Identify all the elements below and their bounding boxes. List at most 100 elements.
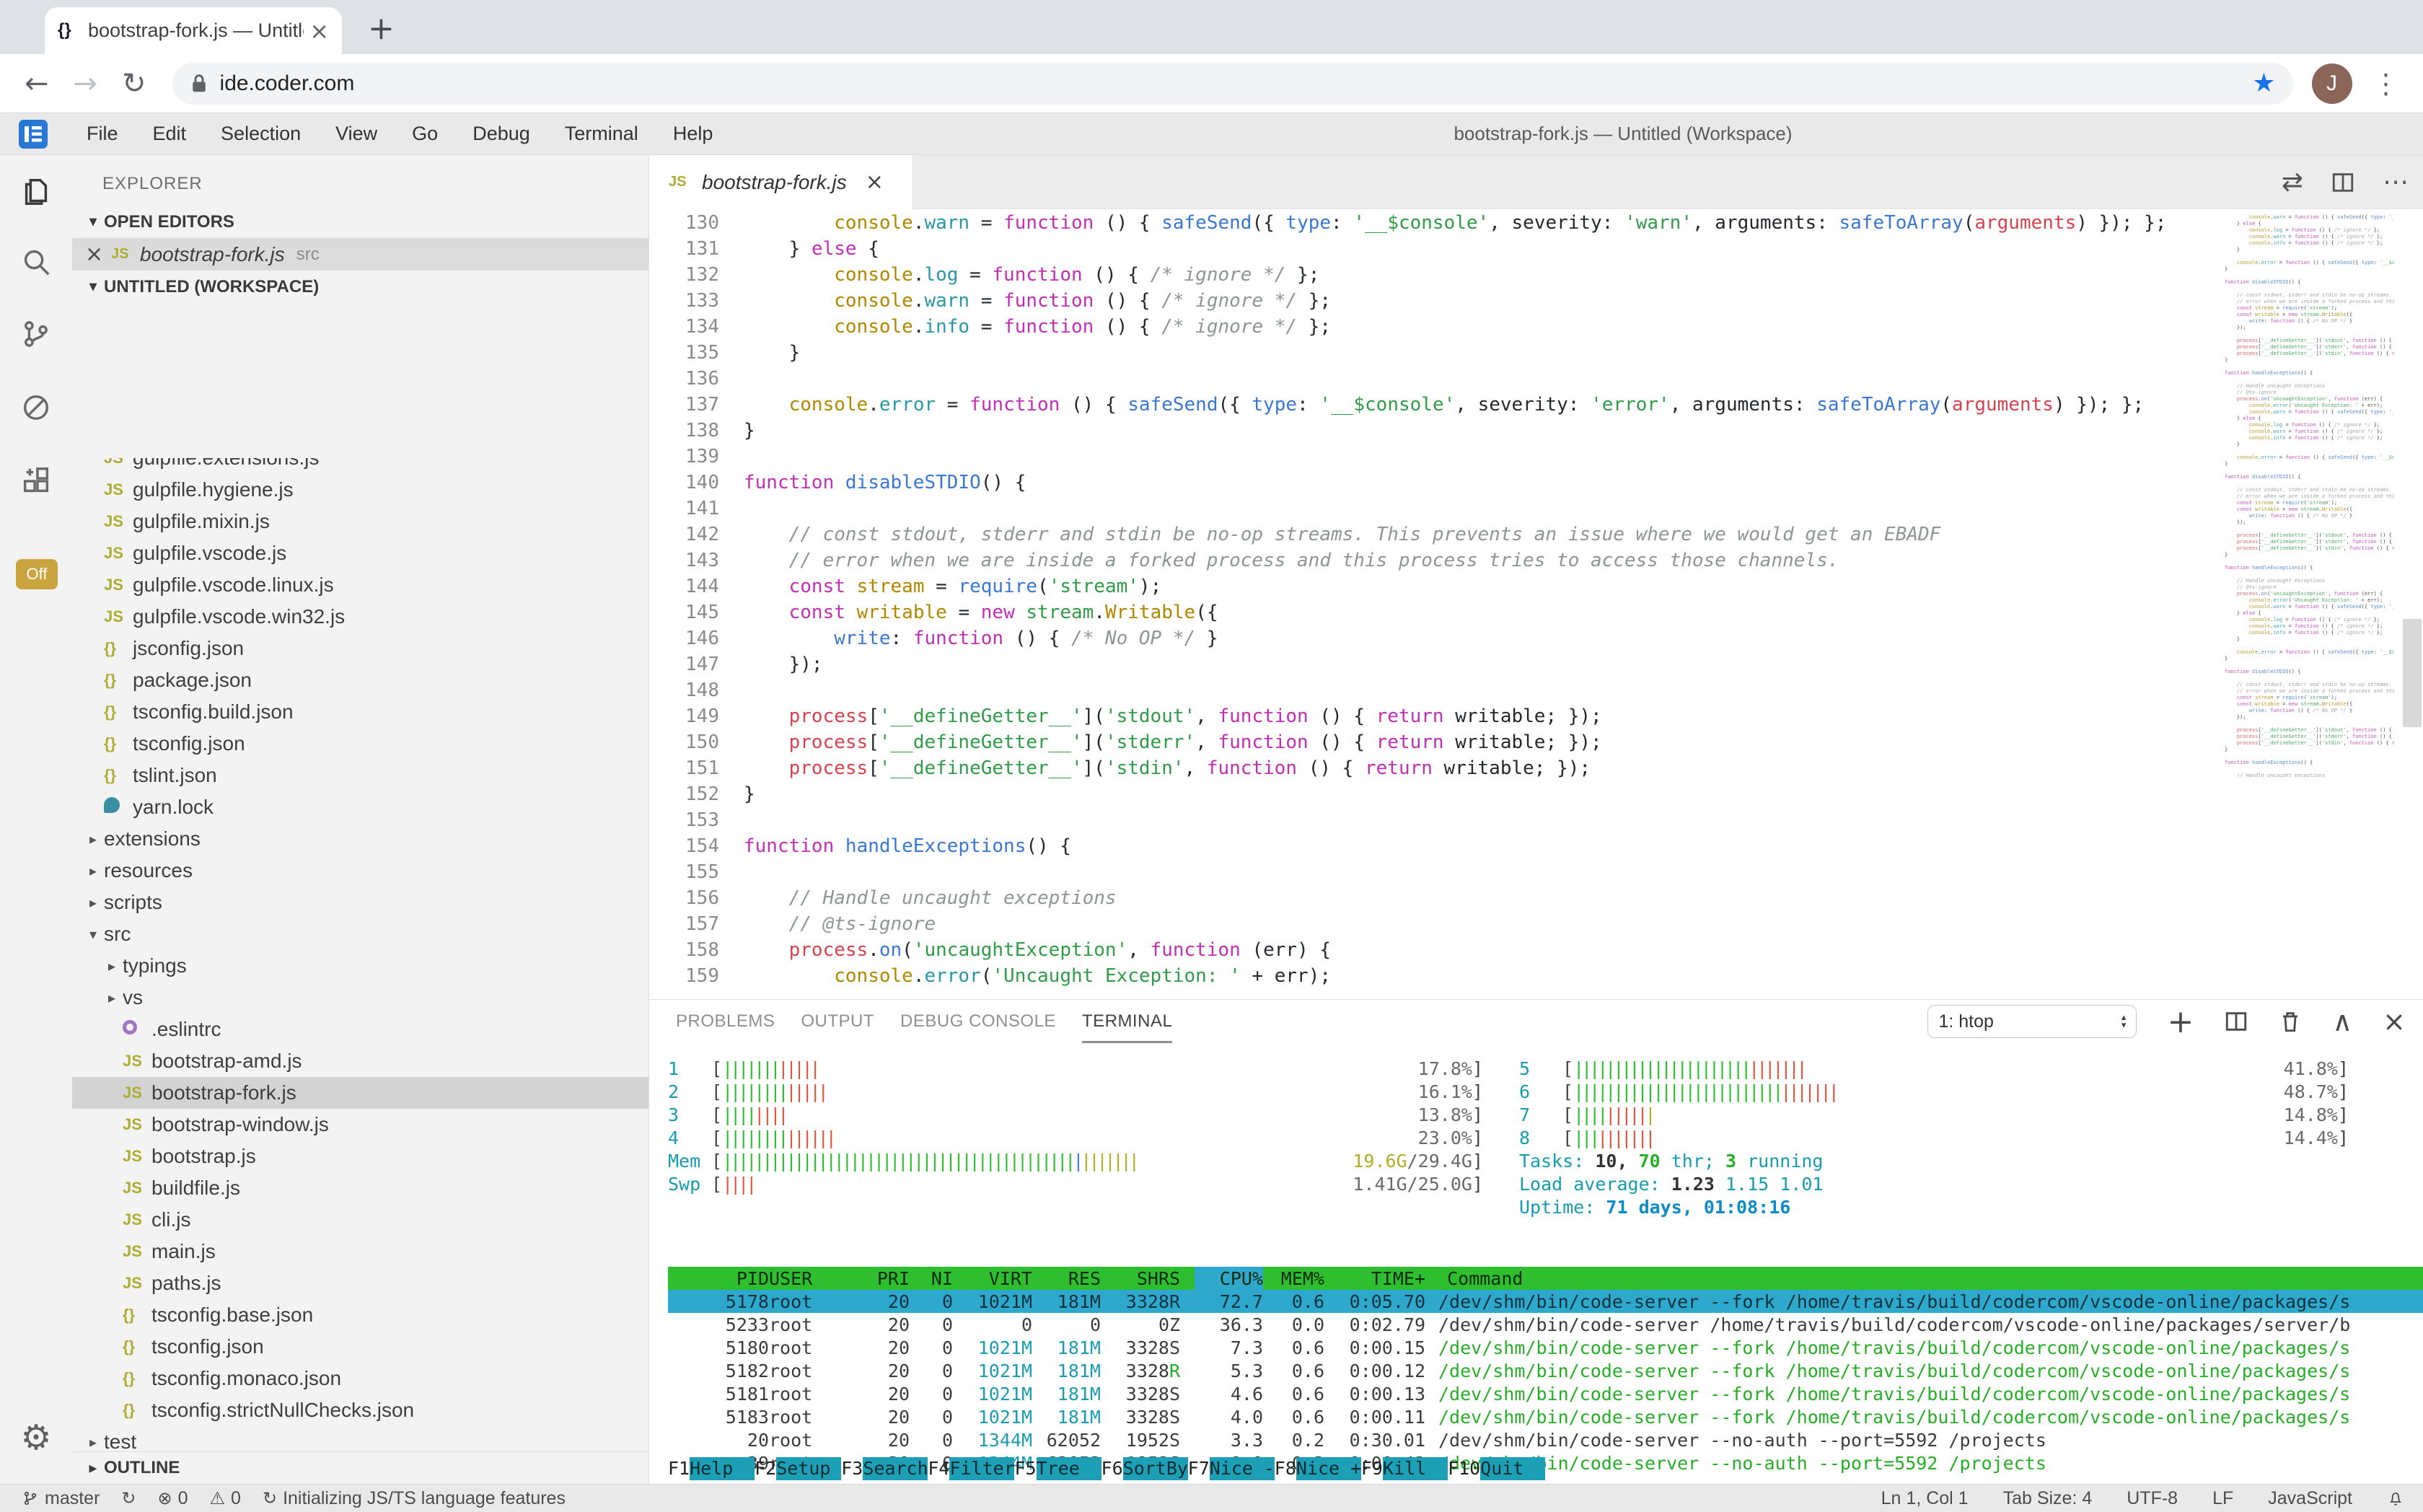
workspace-header[interactable]: ▾ UNTITLED (WORKSPACE): [72, 271, 648, 303]
open-changes-icon[interactable]: ⇄: [2281, 167, 2303, 197]
file-tree-item[interactable]: ▾ src: [72, 918, 648, 950]
htop-column-mem[interactable]: MEM%: [1263, 1267, 1324, 1290]
status-item[interactable]: [2387, 1489, 2404, 1508]
menu-view[interactable]: View: [335, 123, 378, 144]
file-tree-item[interactable]: {} tsconfig.monaco.json: [123, 1367, 342, 1389]
panel-tab-problems[interactable]: PROBLEMS: [676, 1011, 775, 1031]
back-icon[interactable]: ←: [25, 66, 49, 100]
htop-column-shr[interactable]: SHR: [1101, 1267, 1169, 1290]
file-tree-item[interactable]: {} tsconfig.json: [104, 732, 245, 755]
file-tree-item[interactable]: ▸ resources: [72, 855, 648, 887]
file-tree-item[interactable]: .eslintrc: [72, 1014, 648, 1045]
file-tree-item[interactable]: {} tsconfig.strictNullChecks.json: [123, 1399, 415, 1421]
htop-fkey-label[interactable]: Nice -: [1209, 1457, 1275, 1480]
browser-tab[interactable]: {} bootstrap-fork.js — Untitled (W ×: [45, 7, 342, 54]
menu-help[interactable]: Help: [672, 123, 713, 144]
htop-column-pid[interactable]: PID: [668, 1267, 769, 1290]
explorer-icon[interactable]: [0, 158, 72, 227]
process-row[interactable]: 20 root 20 0 1344M 62052 1952 S 3.3 0.2 0:30.01/de…: [747, 1429, 2046, 1451]
htop-column-res[interactable]: RES: [1032, 1267, 1101, 1290]
status-item[interactable]: Ln 1, Col 1: [1881, 1487, 1969, 1508]
file-tree-item[interactable]: JS bootstrap-window.js: [123, 1113, 329, 1135]
file-tree-item[interactable]: JS bootstrap.js: [123, 1145, 256, 1167]
htop-fkey-label[interactable]: Tree: [1036, 1457, 1101, 1480]
htop-column-ni[interactable]: NI: [910, 1267, 953, 1290]
htop-column-time[interactable]: TIME+: [1324, 1267, 1425, 1290]
panel-tab-terminal[interactable]: TERMINAL: [1081, 1000, 1173, 1043]
menu-edit[interactable]: Edit: [152, 123, 187, 144]
editor-scrollbar[interactable]: [2403, 619, 2422, 727]
panel-tab-debug-console[interactable]: DEBUG CONSOLE: [900, 1011, 1056, 1031]
menu-selection[interactable]: Selection: [221, 123, 302, 144]
editor-tab[interactable]: JS bootstrap-fork.js ×: [650, 155, 913, 209]
file-tree-item[interactable]: JS gulpfile.mixin.js: [104, 510, 270, 532]
file-tree-item[interactable]: {} tslint.json: [104, 764, 217, 786]
htop-fkey[interactable]: F4: [928, 1458, 950, 1479]
reload-icon[interactable]: ↻: [122, 66, 146, 100]
offline-badge[interactable]: Off: [16, 559, 58, 589]
open-editor-item[interactable]: × JS bootstrap-fork.js src: [72, 238, 648, 271]
tab-close-icon[interactable]: ×: [865, 170, 884, 195]
extensions-icon[interactable]: [0, 447, 72, 516]
maximize-panel-icon[interactable]: ∧: [2332, 1006, 2353, 1037]
process-row[interactable]: 5181 root 20 0 1021M 181M 3328 S 4.6 0.6 0:00.13/d…: [725, 1383, 2351, 1405]
status-item[interactable]: LF: [2212, 1487, 2234, 1508]
htop-fkey[interactable]: F8: [1274, 1458, 1296, 1479]
htop-column-command[interactable]: Command: [1425, 1267, 2423, 1290]
file-tree-item[interactable]: {} jsconfig.json: [104, 637, 245, 659]
file-tree-item[interactable]: yarn.lock: [72, 791, 648, 823]
panel-tab-output[interactable]: OUTPUT: [801, 1011, 875, 1031]
htop-fkey-label[interactable]: Setup: [776, 1457, 842, 1480]
minimap[interactable]: console.warn = function () { safeSend({ …: [2225, 214, 2394, 777]
status-item[interactable]: master: [22, 1488, 100, 1509]
htop-fkey-label[interactable]: Quit: [1480, 1457, 1546, 1480]
file-tree-item[interactable]: ▸ extensions: [72, 823, 648, 855]
htop-fkey[interactable]: F10: [1447, 1458, 1481, 1479]
file-tree-item[interactable]: JS gulpfile.vscode.js: [104, 542, 287, 564]
htop-fkey-label[interactable]: Nice +: [1296, 1457, 1361, 1480]
terminal[interactable]: 1[|||||||||||| 17.8%] 2[||||||||||||| 16.1%…: [668, 1058, 2423, 1484]
file-tree-item[interactable]: ▸ vs: [72, 982, 648, 1014]
file-tree-item[interactable]: JS bootstrap-amd.js: [123, 1050, 302, 1072]
htop-column-s[interactable]: S: [1169, 1267, 1195, 1290]
htop-fkey[interactable]: F3: [841, 1458, 863, 1479]
menu-terminal[interactable]: Terminal: [564, 123, 638, 144]
file-tree-item[interactable]: ▸ scripts: [72, 887, 648, 918]
source-control-icon[interactable]: [0, 299, 72, 369]
file-tree-item[interactable]: {} tsconfig.build.json: [104, 700, 294, 723]
split-terminal-icon[interactable]: [2224, 1009, 2248, 1034]
htop-fkey[interactable]: F6: [1101, 1458, 1123, 1479]
status-item[interactable]: ⊗ 0: [157, 1487, 188, 1509]
htop-column-pri[interactable]: PRI: [856, 1267, 910, 1290]
file-tree-item[interactable]: JS cli.js: [123, 1208, 191, 1231]
htop-fkey[interactable]: F5: [1014, 1458, 1037, 1479]
htop-column-user[interactable]: USER: [769, 1267, 856, 1290]
browser-menu-icon[interactable]: ⋮: [2372, 67, 2400, 100]
terminal-select[interactable]: 1: htop ▴ ▾: [1927, 1005, 2137, 1038]
file-tree-item[interactable]: {} package.json: [104, 669, 252, 691]
file-tree-item[interactable]: ▸ typings: [72, 950, 648, 982]
status-item[interactable]: ↻: [121, 1488, 136, 1508]
new-tab-button[interactable]: +: [368, 10, 395, 47]
htop-fkey[interactable]: F7: [1187, 1458, 1210, 1479]
status-item[interactable]: ↻ Initializing JS/TS language features: [262, 1487, 566, 1509]
file-tree-item[interactable]: JS paths.js: [123, 1272, 221, 1294]
htop-fkey[interactable]: F2: [755, 1458, 777, 1479]
htop-fkey[interactable]: F9: [1360, 1458, 1383, 1479]
avatar[interactable]: J: [2311, 63, 2352, 104]
process-row[interactable]: 5180 root 20 0 1021M 181M 3328 S 7.3 0.6 0:00.15/d…: [725, 1337, 2351, 1358]
menu-go[interactable]: Go: [412, 123, 439, 144]
outline-header[interactable]: ▸ OUTLINE: [72, 1451, 648, 1484]
htop-fkey-label[interactable]: Search: [863, 1457, 928, 1480]
forward-icon[interactable]: →: [73, 66, 98, 100]
status-item[interactable]: UTF-8: [2127, 1487, 2178, 1508]
htop-fkey[interactable]: F1: [668, 1458, 690, 1479]
code-editor[interactable]: 130 console.warn = function () { safeSen…: [650, 210, 2423, 999]
tab-close-icon[interactable]: ×: [309, 17, 329, 45]
menu-debug[interactable]: Debug: [472, 123, 530, 144]
file-tree-item[interactable]: JS bootstrap-fork.js: [72, 1077, 648, 1109]
process-row[interactable]: 5178 root 20 0 1021M 181M 3328 R 72.7 0.6 0:05.70/…: [668, 1290, 2423, 1313]
file-tree-item[interactable]: JS gulpfile.vscode.win32.js: [104, 605, 346, 628]
menu-file[interactable]: File: [87, 123, 118, 144]
